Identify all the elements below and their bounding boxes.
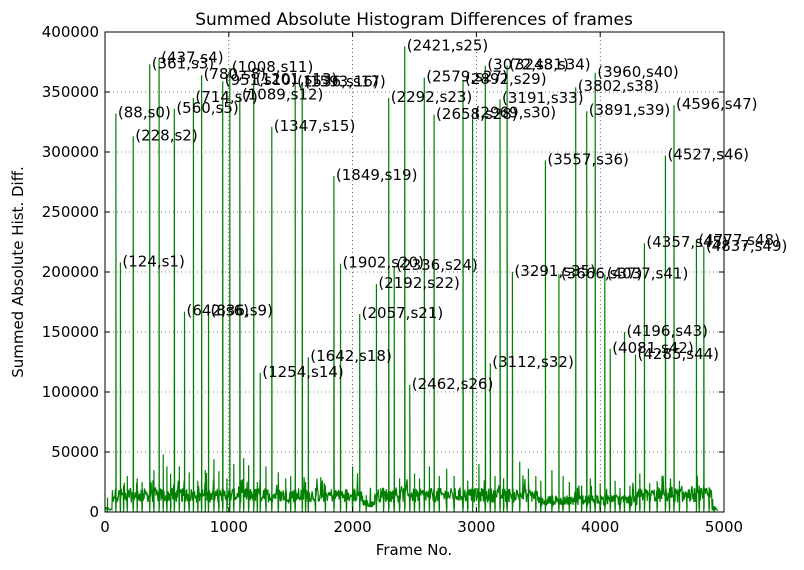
- peak-label: (124,s1): [122, 252, 184, 270]
- peak-label: (1089,s12): [242, 86, 324, 104]
- peak-label: (4596,s47): [676, 95, 758, 113]
- peak-label: (2462,s26): [412, 375, 494, 393]
- peak-label: (4081,s42): [612, 339, 694, 357]
- peak-label: (4527,s46): [667, 146, 749, 164]
- x-tick-label: 5000: [705, 518, 743, 536]
- peak-label: (714,s7): [195, 88, 257, 106]
- peak-label: (4837,s49): [706, 237, 788, 255]
- peak-label: (1008,s11): [232, 58, 314, 76]
- peak-label: (3191,s33): [502, 89, 584, 107]
- peak-label: (2421,s25): [407, 36, 489, 54]
- y-tick-label: 200000: [42, 263, 99, 281]
- peak-label: (361,s3): [152, 54, 214, 72]
- peak-label: (1593,s17): [304, 72, 386, 90]
- peak-label: (2192,s22): [378, 274, 460, 292]
- y-tick-label: 300000: [42, 143, 99, 161]
- peak-label: (3557,s36): [547, 150, 629, 168]
- peak-label: (3112,s32): [492, 353, 574, 371]
- peak-label: (2892,s29): [465, 70, 547, 88]
- x-tick-label: 4000: [581, 518, 619, 536]
- peak-label: (2292,s23): [391, 88, 473, 106]
- peak-label: (4037,s41): [607, 264, 689, 282]
- y-tick-label: 0: [89, 503, 99, 521]
- peak-label: (3666,s37): [561, 264, 643, 282]
- peak-label: (3960,s40): [597, 63, 679, 81]
- chart-title: Summed Absolute Histogram Differences of…: [195, 10, 633, 30]
- peak-label: (4285,s44): [637, 345, 719, 363]
- peak-label: (88,s0): [118, 104, 171, 122]
- peak-label: (4777,s48): [698, 231, 780, 249]
- x-tick-label: 1000: [210, 518, 248, 536]
- x-tick-label: 2000: [334, 518, 372, 536]
- y-axis-label: Summed Absolute Hist. Diff.: [9, 166, 27, 378]
- peak-label: (1536,s16): [297, 72, 379, 90]
- peak-label: (2969,s30): [475, 104, 557, 122]
- peak-label: (560,s5): [176, 99, 238, 117]
- y-tick-label: 350000: [42, 83, 99, 101]
- peak-label: (3802,s38): [578, 77, 660, 95]
- y-tick-label: 250000: [42, 203, 99, 221]
- peak-label: (3891,s39): [589, 101, 671, 119]
- peak-label: (780,s8): [204, 65, 266, 83]
- peak-label: (836,s9): [210, 302, 272, 320]
- peak-label: (228,s2): [135, 126, 197, 144]
- peak-label: (1642,s18): [310, 347, 392, 365]
- peak-label: (437,s4): [161, 48, 223, 66]
- peak-label: (2579,s27): [426, 68, 508, 86]
- peak-label: (2658,s28): [436, 105, 518, 123]
- peak-label: (951,s10): [225, 71, 297, 89]
- peak-label: (3248,s34): [509, 56, 591, 74]
- peak-labels: (88,s0)(124,s1)(228,s2)(361,s3)(437,s4)(…: [118, 36, 787, 392]
- peak-label: (2336,s24): [396, 256, 478, 274]
- x-tick-label: 3000: [457, 518, 495, 536]
- peak-label: (1849,s19): [336, 166, 418, 184]
- x-tick-label: 0: [100, 518, 110, 536]
- peak-label: (1902,s20): [342, 254, 424, 272]
- x-axis-label: Frame No.: [376, 541, 452, 559]
- peak-label: (4196,s43): [626, 322, 708, 340]
- peak-label: (4357,s45): [646, 233, 728, 251]
- peak-label: (642,s6): [186, 302, 248, 320]
- peak-label: (1201,s13): [256, 70, 338, 88]
- peak-label: (1254,s14): [262, 363, 344, 381]
- y-tick-label: 100000: [42, 383, 99, 401]
- y-tick-label: 150000: [42, 323, 99, 341]
- peak-label: (2057,s21): [362, 304, 444, 322]
- peak-label: (3072,s31): [487, 56, 569, 74]
- y-tick-label: 50000: [51, 443, 99, 461]
- y-tick-label: 400000: [42, 23, 99, 41]
- peak-label: (3291,s35): [514, 262, 596, 280]
- axis-ticks: 0 1000 2000 3000 4000 50000500001000001500002…: [42, 23, 743, 536]
- peak-label: (1347,s15): [274, 117, 356, 135]
